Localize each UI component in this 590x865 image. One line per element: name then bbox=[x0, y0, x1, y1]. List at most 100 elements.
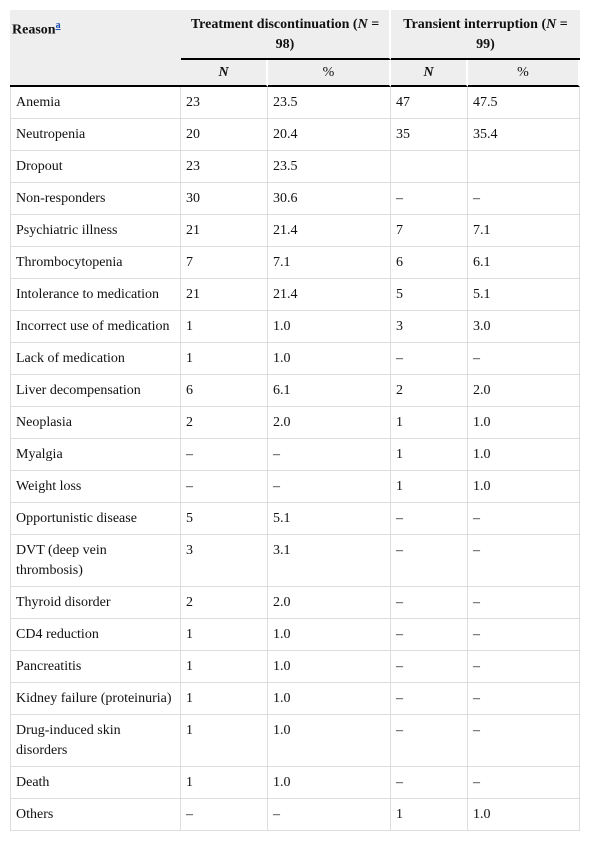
value-cell: 6 bbox=[391, 247, 469, 279]
value-cell: 47.5 bbox=[468, 87, 581, 119]
value-cell: – bbox=[181, 439, 268, 471]
reason-cell: CD4 reduction bbox=[10, 619, 181, 651]
table-row: Weight loss – –1 1.0 bbox=[10, 471, 581, 503]
reason-cell: Neoplasia bbox=[10, 407, 181, 439]
data-table: Reasona Treatment discontinuation (N = 9… bbox=[10, 10, 581, 831]
table-row: Pancreatitis 1 1.0– – bbox=[10, 651, 581, 683]
group-header: Transient interruption (N = 99) bbox=[391, 10, 581, 60]
table-row: Thyroid disorder 2 2.0– – bbox=[10, 587, 581, 619]
value-cell: – bbox=[391, 767, 469, 799]
value-cell: 21.4 bbox=[268, 215, 392, 247]
reason-cell: Myalgia bbox=[10, 439, 181, 471]
value-cell: 7 bbox=[391, 215, 469, 247]
value-cell: 2 bbox=[181, 587, 268, 619]
table-row: Non-responders 30 30.6– – bbox=[10, 183, 581, 215]
value-cell: – bbox=[468, 683, 581, 715]
value-cell: – bbox=[468, 343, 581, 375]
value-cell: 1.0 bbox=[468, 439, 581, 471]
value-cell: 20.4 bbox=[268, 119, 392, 151]
value-cell: 1 bbox=[391, 439, 469, 471]
table-row: Opportunistic disease 5 5.1– – bbox=[10, 503, 581, 535]
value-cell: 5 bbox=[181, 503, 268, 535]
value-cell: 21.4 bbox=[268, 279, 392, 311]
group-header: Treatment discontinuation (N = 98) bbox=[181, 10, 392, 60]
footnote-link[interactable]: a bbox=[55, 20, 61, 31]
value-cell: – bbox=[468, 715, 581, 767]
reason-cell: Neutropenia bbox=[10, 119, 181, 151]
value-cell: 5.1 bbox=[268, 503, 392, 535]
value-cell: – bbox=[468, 619, 581, 651]
subheader: % bbox=[468, 60, 581, 87]
value-cell: 3 bbox=[391, 311, 469, 343]
value-cell: 1 bbox=[181, 343, 268, 375]
header-text: = 99) bbox=[476, 17, 568, 52]
value-cell: 1.0 bbox=[268, 767, 392, 799]
value-cell: 2 bbox=[181, 407, 268, 439]
table-row: Dropout 23 23.5 bbox=[10, 151, 581, 183]
table-row: Death 1 1.0– – bbox=[10, 767, 581, 799]
value-cell: – bbox=[391, 651, 469, 683]
value-cell: 1.0 bbox=[468, 799, 581, 831]
value-cell: 1 bbox=[181, 619, 268, 651]
reason-cell: DVT (deep vein thrombosis) bbox=[10, 535, 181, 587]
value-cell: 7.1 bbox=[268, 247, 392, 279]
reason-cell: Thrombocytopenia bbox=[10, 247, 181, 279]
header-text: Transient interruption ( bbox=[403, 17, 547, 32]
reason-cell: Death bbox=[10, 767, 181, 799]
value-cell: 1 bbox=[391, 407, 469, 439]
table-row: Drug-induced skin disorders 1 1.0– – bbox=[10, 715, 581, 767]
table-row: Kidney failure (proteinuria) 1 1.0– – bbox=[10, 683, 581, 715]
value-cell: 5.1 bbox=[468, 279, 581, 311]
value-cell: 2.0 bbox=[468, 375, 581, 407]
value-cell: – bbox=[181, 799, 268, 831]
value-cell: 3 bbox=[181, 535, 268, 587]
value-cell: – bbox=[391, 683, 469, 715]
reason-cell: Liver decompensation bbox=[10, 375, 181, 407]
value-cell: 3.0 bbox=[468, 311, 581, 343]
table-body: Anemia 23 23.5 47 47.5 Neutropenia 20 20.4 35 35.… bbox=[10, 87, 581, 831]
header-text: N bbox=[357, 17, 368, 32]
reason-cell: Anemia bbox=[10, 87, 181, 119]
value-cell: 6.1 bbox=[468, 247, 581, 279]
value-cell: 1.0 bbox=[268, 683, 392, 715]
table-row: Myalgia – –1 1.0 bbox=[10, 439, 581, 471]
value-cell: 1 bbox=[181, 767, 268, 799]
value-cell: 20 bbox=[181, 119, 268, 151]
header-row: Reasona Treatment discontinuation (N = 9… bbox=[10, 10, 581, 87]
value-cell: – bbox=[391, 503, 469, 535]
value-cell: 2.0 bbox=[268, 587, 392, 619]
reason-cell: Kidney failure (proteinuria) bbox=[10, 683, 181, 715]
reason-header: Reasona bbox=[10, 10, 181, 87]
value-cell bbox=[468, 151, 581, 183]
value-cell: 1.0 bbox=[268, 311, 392, 343]
table-row: DVT (deep vein thrombosis) 3 3.1– – bbox=[10, 535, 581, 587]
value-cell: – bbox=[391, 715, 469, 767]
value-cell: 1.0 bbox=[468, 471, 581, 503]
value-cell: 7 bbox=[181, 247, 268, 279]
value-cell: 23.5 bbox=[268, 87, 392, 119]
value-cell: 5 bbox=[391, 279, 469, 311]
value-cell: 23 bbox=[181, 87, 268, 119]
reason-cell: Pancreatitis bbox=[10, 651, 181, 683]
value-cell: – bbox=[468, 503, 581, 535]
value-cell: 7.1 bbox=[468, 215, 581, 247]
value-cell: 1 bbox=[391, 799, 469, 831]
table-row: Anemia 23 23.5 47 47.5 bbox=[10, 87, 581, 119]
subheader: % bbox=[268, 60, 392, 87]
value-cell: 1.0 bbox=[268, 619, 392, 651]
value-cell: 3.1 bbox=[268, 535, 392, 587]
value-cell: – bbox=[391, 587, 469, 619]
value-cell: 23.5 bbox=[268, 151, 392, 183]
reason-cell: Dropout bbox=[10, 151, 181, 183]
reason-cell: Opportunistic disease bbox=[10, 503, 181, 535]
reason-cell: Lack of medication bbox=[10, 343, 181, 375]
value-cell: – bbox=[468, 651, 581, 683]
value-cell: 1 bbox=[391, 471, 469, 503]
value-cell: 21 bbox=[181, 279, 268, 311]
value-cell: – bbox=[268, 439, 392, 471]
value-cell: 35.4 bbox=[468, 119, 581, 151]
reason-cell: Non-responders bbox=[10, 183, 181, 215]
value-cell: 21 bbox=[181, 215, 268, 247]
value-cell: 1.0 bbox=[268, 715, 392, 767]
